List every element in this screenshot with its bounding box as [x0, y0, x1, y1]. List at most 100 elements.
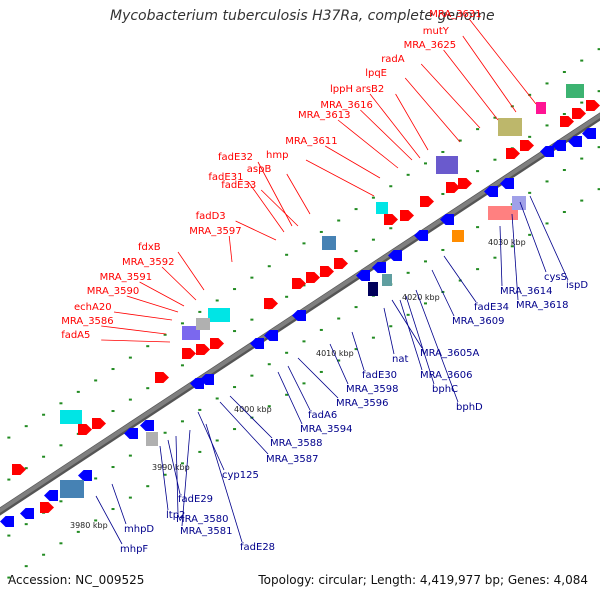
gene-leader-line [181, 429, 191, 527]
inner-top-tick [354, 250, 358, 253]
forward-gene-arrow [92, 418, 106, 429]
forward-gene-arrow [292, 278, 306, 289]
inner-top-tick [285, 295, 289, 298]
kbp-marker: 3980 kbp [70, 521, 108, 530]
reverse-gene-arrow [124, 428, 138, 439]
outer-bottom-tick [111, 508, 115, 511]
gene-leader-line [260, 189, 299, 227]
inner-bottom-tick [198, 408, 202, 411]
gene-leader-line [369, 93, 421, 159]
outer-bottom-tick [128, 496, 132, 499]
gene-leader-line [111, 483, 127, 525]
outer-top-tick [371, 196, 375, 199]
outer-bottom-tick [510, 245, 514, 248]
gene-label-top: fadA5 [61, 330, 90, 341]
gene-leader-line [499, 225, 503, 287]
inner-bottom-tick [354, 306, 358, 309]
gene-label-bottom: MRA_3594 [300, 424, 352, 435]
feature-block [498, 118, 522, 136]
outer-top-tick [285, 253, 289, 256]
gene-label-top: fadE32 [218, 152, 253, 163]
gene-label-bottom: MRA_3581 [180, 526, 232, 537]
outer-bottom-tick [580, 199, 584, 202]
gene-label-bottom: nat [392, 354, 408, 365]
inner-bottom-tick [128, 454, 132, 457]
outer-top-tick [267, 265, 271, 268]
gene-leader-line [395, 93, 429, 151]
forward-gene-arrow [446, 182, 460, 193]
gene-leader-line [391, 299, 423, 349]
gene-leader-line [420, 63, 481, 129]
feature-block [488, 206, 518, 220]
footer-summary: Topology: circular; Length: 4,419,977 bp… [258, 573, 588, 587]
feature-block [182, 326, 200, 340]
forward-gene-arrow [560, 116, 574, 127]
outer-top-tick [250, 276, 254, 279]
outer-top-tick [597, 48, 600, 51]
gene-leader-line [519, 201, 547, 273]
reverse-gene-arrow [356, 270, 370, 281]
gene-leader-line [228, 235, 233, 263]
outer-bottom-tick [180, 462, 184, 465]
gene-leader-line [177, 251, 205, 291]
inner-top-tick [580, 101, 584, 104]
reverse-gene-arrow [190, 378, 204, 389]
outer-bottom-tick [597, 188, 600, 191]
outer-bottom-tick [7, 576, 11, 579]
gene-label-bottom: bphC [432, 384, 458, 395]
gene-label-bottom: cysS [544, 272, 567, 283]
gene-label-top: MRA_3611 [285, 136, 337, 147]
gene-leader-line [197, 411, 225, 471]
forward-gene-arrow [196, 344, 210, 355]
outer-top-tick [545, 82, 549, 85]
outer-top-tick [42, 413, 46, 416]
feature-block [146, 432, 158, 446]
forward-gene-arrow [12, 464, 26, 475]
outer-top-tick [163, 333, 167, 336]
inner-bottom-tick [406, 271, 410, 274]
kbp-marker: 3990 kbp [152, 463, 190, 472]
gene-leader-line [405, 295, 435, 385]
gene-label-bottom: MRA_3606 [420, 370, 472, 381]
gene-leader-line [529, 195, 569, 281]
outer-bottom-tick [528, 233, 532, 236]
inner-bottom-tick [424, 260, 427, 263]
gene-label-top: MRA_3631 [429, 9, 481, 20]
gene-leader-line [351, 331, 365, 371]
outer-top-tick [562, 71, 566, 74]
gene-leader-line [286, 173, 311, 215]
reverse-gene-arrow [552, 140, 566, 151]
forward-gene-arrow [420, 196, 434, 207]
gene-leader-line [287, 365, 311, 411]
gene-label-bottom: MRA_3596 [336, 398, 388, 409]
gene-label-top: arsB2 [356, 84, 385, 95]
outer-bottom-tick [198, 450, 202, 453]
gene-leader-line [404, 77, 461, 143]
gene-leader-line [219, 401, 269, 455]
gene-leader-line [360, 109, 413, 161]
gene-leader-line [113, 311, 173, 321]
feature-block [566, 84, 584, 98]
inner-bottom-tick [545, 180, 549, 183]
outer-top-tick [128, 356, 132, 359]
gene-leader-line [468, 18, 537, 105]
outer-top-tick [580, 59, 584, 62]
forward-gene-arrow [400, 210, 414, 221]
outer-top-tick [215, 299, 219, 302]
gene-label-bottom: ltp2 [166, 510, 185, 521]
outer-bottom-tick [337, 359, 341, 362]
inner-bottom-tick [59, 500, 63, 503]
gene-label-bottom: fadE30 [362, 370, 397, 381]
feature-block [368, 282, 378, 296]
kbp-marker: 4020 kbp [402, 293, 440, 302]
kbp-marker: 4000 kbp [234, 405, 272, 414]
outer-bottom-tick [267, 405, 271, 408]
inner-top-tick [128, 398, 132, 401]
inner-bottom-tick [597, 146, 600, 149]
inner-bottom-tick [111, 466, 115, 469]
gene-label-bottom: MRA_3618 [516, 300, 568, 311]
inner-top-tick [597, 90, 600, 93]
inner-bottom-tick [180, 420, 184, 423]
reverse-gene-arrow [140, 420, 154, 431]
outer-top-tick [493, 116, 497, 119]
